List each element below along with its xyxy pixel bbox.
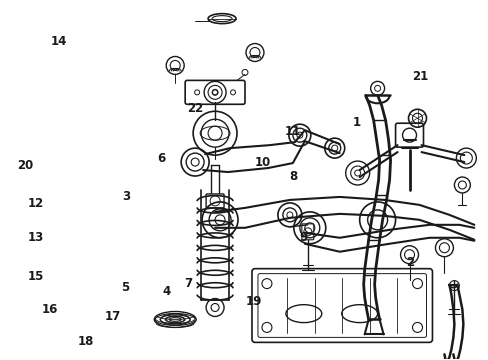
Ellipse shape [212,15,232,22]
Text: 6: 6 [157,152,165,165]
Text: 3: 3 [122,190,130,203]
Text: 10: 10 [254,156,271,168]
Text: 20: 20 [17,159,33,172]
Text: 5: 5 [121,281,129,294]
Text: 21: 21 [411,69,427,82]
Text: 8: 8 [288,170,297,183]
Text: 13: 13 [28,231,44,244]
FancyBboxPatch shape [205,194,224,208]
Text: 2: 2 [406,256,413,269]
Text: 11: 11 [285,125,301,138]
Text: 9: 9 [298,231,306,244]
Text: 19: 19 [245,296,262,309]
Text: 7: 7 [184,278,192,291]
FancyBboxPatch shape [301,224,313,240]
Text: 17: 17 [104,310,121,323]
Text: 1: 1 [352,116,360,129]
Text: 15: 15 [27,270,44,283]
Text: 14: 14 [51,35,67,49]
Text: 12: 12 [28,197,44,210]
Text: 4: 4 [162,285,170,298]
Text: 22: 22 [187,102,203,115]
Text: 18: 18 [78,335,94,348]
Text: 16: 16 [41,303,58,316]
